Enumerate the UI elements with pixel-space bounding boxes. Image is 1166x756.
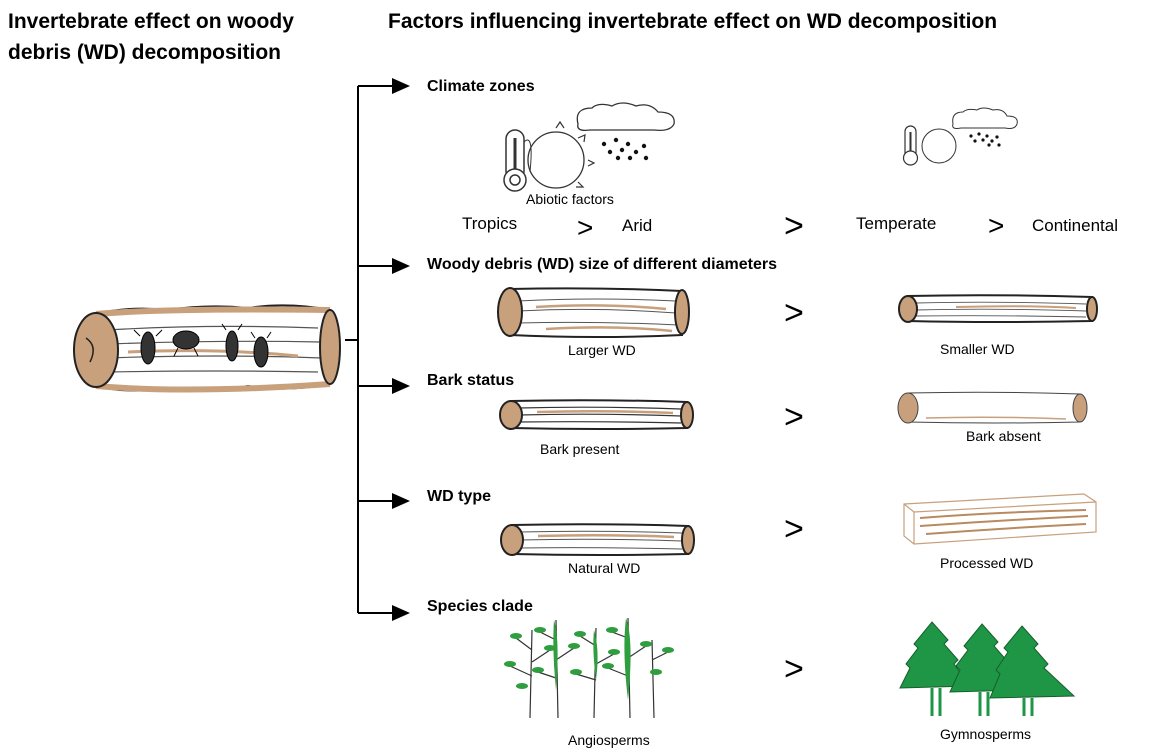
smaller-wd-log-icon xyxy=(898,294,1098,323)
main-title: Invertebrate effect on woody debris (WD)… xyxy=(8,10,294,64)
label-processed-wd: Processed WD xyxy=(940,555,1034,571)
greater-than-bark: > xyxy=(784,398,804,436)
gymnosperm-trees-icon xyxy=(899,621,1076,716)
greater-than-3: > xyxy=(988,210,1005,241)
bark-absent-log-icon xyxy=(897,391,1088,424)
label-bark-present: Bark present xyxy=(540,441,620,457)
climate-continental: Continental xyxy=(1032,216,1119,235)
heading-species-clade: Species clade xyxy=(427,598,533,615)
climate-arid: Arid xyxy=(622,216,653,235)
label-smaller-wd: Smaller WD xyxy=(940,341,1015,357)
climate-temperate: Temperate xyxy=(856,214,937,233)
label-larger-wd: Larger WD xyxy=(568,342,636,358)
abiotic-factors-small-icon xyxy=(902,107,1018,166)
natural-wd-log-icon xyxy=(500,523,695,556)
log-with-invertebrates-icon xyxy=(73,304,341,393)
greater-than-size: > xyxy=(784,294,804,332)
greater-than-type: > xyxy=(784,510,804,548)
bark-present-log-icon xyxy=(499,399,694,430)
label-natural-wd: Natural WD xyxy=(568,560,641,576)
angiosperm-trees-icon xyxy=(504,617,674,719)
abiotic-factors-icon xyxy=(503,102,675,192)
greater-than-2: > xyxy=(784,207,804,245)
greater-than-clade: > xyxy=(784,650,804,688)
climate-tropics: Tropics xyxy=(462,214,518,233)
label-gymnosperms: Gymnosperms xyxy=(940,726,1032,742)
heading-wd-size: Woody debris (WD) size of different diam… xyxy=(427,256,777,273)
label-abiotic-factors: Abiotic factors xyxy=(526,191,614,207)
processed-wd-plank-icon xyxy=(903,493,1097,545)
larger-wd-log-icon xyxy=(497,287,690,338)
label-angiosperms: Angiosperms xyxy=(568,732,650,748)
label-bark-absent: Bark absent xyxy=(966,428,1041,444)
greater-than-1: > xyxy=(577,212,594,243)
heading-bark-status: Bark status xyxy=(427,372,515,389)
heading-wd-type: WD type xyxy=(427,488,491,505)
heading-climate-zones: Climate zones xyxy=(427,78,535,95)
factors-title: Factors influencing invertebrate effect … xyxy=(388,10,998,33)
